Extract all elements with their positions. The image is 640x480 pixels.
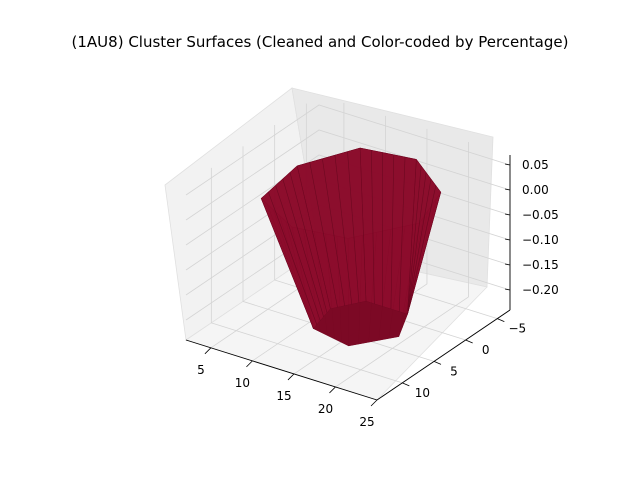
x-tick-label: 10 xyxy=(235,376,250,390)
z-tick-label: 0.00 xyxy=(522,183,549,197)
surface-streak xyxy=(407,172,427,315)
y-tick-mark xyxy=(497,318,505,322)
surface-streak xyxy=(289,172,328,313)
z-tick-mark xyxy=(504,263,511,266)
surface-streak xyxy=(322,158,345,306)
surface-wall xyxy=(359,147,417,315)
surface-streak xyxy=(282,178,324,317)
x-tick-mark xyxy=(204,347,212,355)
gridline-x xyxy=(335,141,469,388)
y-axis-line xyxy=(376,309,511,401)
surface-streak xyxy=(407,179,432,315)
tick-labels: 5 10 15 20 25 −5 0 5 10 0.05 0.00 −0.05 −0.10 −0.15 −0… xyxy=(197,158,559,429)
x-tick-mark xyxy=(329,386,336,394)
surface-streak xyxy=(398,157,406,312)
surface-streak xyxy=(275,185,321,321)
axes xyxy=(185,155,511,407)
y-tick-mark xyxy=(433,361,442,365)
gridline-z xyxy=(185,104,511,196)
gridline-z xyxy=(185,154,511,246)
z-tick-mark xyxy=(504,238,511,241)
chart-title: (1AU8) Cluster Surfaces (Cleaned and Col… xyxy=(71,33,569,51)
y-tick-label: 0 xyxy=(482,343,490,357)
x-tick-label: 25 xyxy=(359,415,374,429)
surface-floor xyxy=(313,301,408,346)
y-tick-label: −5 xyxy=(508,322,526,336)
z-tick-label: −0.15 xyxy=(522,258,559,272)
y-tick-mark xyxy=(465,339,473,344)
surface-streak xyxy=(347,151,360,303)
surface-streak xyxy=(371,150,375,304)
z-tick-label: −0.20 xyxy=(522,283,559,297)
gridline-z xyxy=(185,129,511,221)
x-tick-mark xyxy=(287,373,295,381)
surface-streak xyxy=(309,162,338,308)
x-tick-label: 20 xyxy=(318,402,333,416)
x-tick-label: 5 xyxy=(197,363,205,377)
z-tick-label: 0.05 xyxy=(522,158,549,172)
z-tick-mark xyxy=(504,188,511,191)
x-tick-label: 15 xyxy=(276,389,291,403)
surface-streak xyxy=(407,165,422,315)
surface-streak xyxy=(334,155,353,305)
gridline-y xyxy=(210,167,403,384)
x-tick-mark xyxy=(370,399,378,407)
z-tick-label: −0.05 xyxy=(522,208,559,222)
surface xyxy=(260,147,442,347)
z-tick-mark xyxy=(504,163,511,166)
z-tick-mark xyxy=(504,288,511,291)
x-tick-mark xyxy=(246,360,253,368)
surface-streak xyxy=(268,191,318,325)
surface-streak xyxy=(407,185,437,315)
y-tick-label: 5 xyxy=(450,364,458,378)
x-axis-line xyxy=(185,339,378,401)
y-tick-label: 10 xyxy=(415,386,430,400)
surface-streak xyxy=(390,154,395,310)
z-tick-mark xyxy=(504,213,511,216)
z-tick-label: −0.10 xyxy=(522,233,559,247)
y-tick-mark xyxy=(402,382,410,387)
